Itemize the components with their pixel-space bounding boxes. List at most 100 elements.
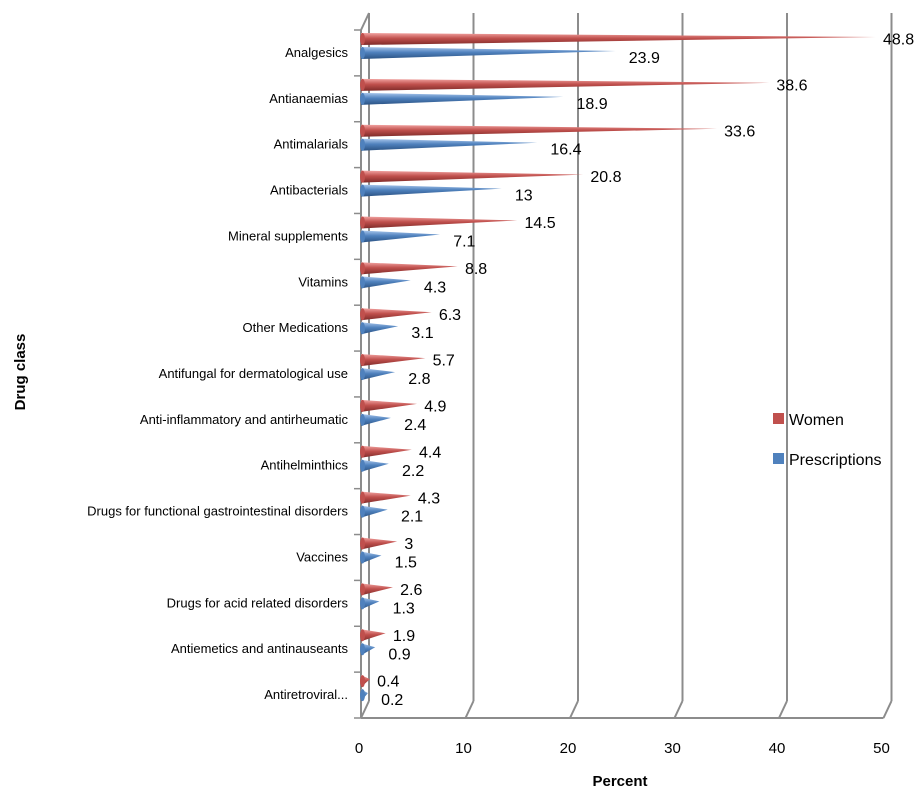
data-label-prescriptions: 2.2 — [402, 463, 424, 480]
data-label-prescriptions: 1.5 — [395, 555, 417, 572]
bar-prescriptions — [361, 47, 616, 59]
bar-prescriptions — [361, 459, 389, 472]
bar-prescriptions — [361, 322, 399, 335]
bar-base — [360, 537, 365, 550]
data-label-prescriptions: 4.3 — [424, 279, 446, 296]
bar-women — [361, 537, 398, 550]
category-label: Drugs for functional gastrointestinal di… — [87, 504, 348, 519]
bar-base — [360, 505, 365, 518]
data-label-women: 1.9 — [393, 628, 415, 645]
data-label-prescriptions: 2.4 — [404, 417, 426, 434]
bar-base — [360, 643, 365, 656]
bar-prescriptions — [361, 413, 391, 426]
data-label-prescriptions: 1.3 — [393, 600, 415, 617]
bar-base — [360, 368, 365, 381]
data-label-women: 38.6 — [776, 77, 807, 94]
x-tick-label: 20 — [560, 740, 577, 757]
x-tick-label: 0 — [355, 740, 363, 757]
category-label: Antimalarials — [274, 137, 349, 152]
legend-swatch-women — [773, 413, 784, 424]
x-tick-label: 40 — [769, 740, 786, 757]
data-label-prescriptions: 23.9 — [629, 50, 660, 67]
bar-base — [360, 216, 365, 229]
bar-base — [360, 138, 365, 151]
bar-base — [360, 124, 365, 137]
data-label-women: 14.5 — [525, 215, 556, 232]
bar-base — [360, 399, 365, 412]
wall-top-edge — [360, 12, 370, 31]
category-label: Vaccines — [296, 549, 348, 564]
bar-prescriptions — [361, 505, 388, 518]
bar-women — [361, 583, 393, 596]
bar-base — [360, 92, 365, 105]
data-label-women: 4.9 — [424, 399, 446, 416]
bar-prescriptions — [361, 276, 411, 289]
category-labels: Analgesics Antianaemias Antimalarials Antib… — [87, 45, 348, 702]
bar-women — [361, 308, 432, 321]
bar-base — [360, 276, 365, 289]
x-tick-label: 10 — [455, 740, 472, 757]
bar-prescriptions — [361, 138, 538, 151]
bar-base — [360, 262, 365, 275]
data-label-women: 5.7 — [433, 353, 455, 370]
category-label: Vitamins — [298, 274, 348, 289]
data-label-prescriptions: 18.9 — [577, 96, 608, 113]
bar-prescriptions — [361, 92, 564, 105]
bar-prescriptions — [361, 184, 502, 197]
bar-prescriptions — [361, 230, 440, 243]
data-label-prescriptions: 0.9 — [388, 646, 410, 663]
bar-women — [361, 445, 412, 458]
bar-women — [361, 170, 584, 183]
gridline-floor — [882, 700, 893, 719]
category-label: Other Medications — [243, 320, 349, 335]
data-label-women: 6.3 — [439, 307, 461, 324]
bar-base — [360, 230, 365, 243]
gridline-floor — [569, 700, 579, 719]
data-label-women: 4.4 — [419, 444, 441, 461]
data-label-women: 33.6 — [724, 123, 755, 140]
category-label: Antianaemias — [269, 91, 348, 106]
bar-women — [361, 33, 876, 45]
bar-base — [360, 689, 365, 702]
data-label-prescriptions: 2.8 — [408, 371, 430, 388]
gridline-floor — [464, 700, 475, 719]
data-label-women: 0.4 — [377, 674, 399, 691]
bar-base — [360, 322, 365, 335]
data-label-women: 48.8 — [883, 32, 914, 49]
data-label-prescriptions: 13 — [515, 188, 533, 205]
y-axis-title: Drug class — [12, 334, 29, 411]
category-label: Mineral supplements — [228, 228, 348, 243]
category-label: Antiretroviral... — [264, 687, 348, 702]
legend: Women Prescriptions — [773, 412, 881, 469]
gridline-floor — [360, 700, 370, 719]
data-labels: 48.8 23.9 38.6 18.9 33.6 16.4 20.8 13 14.5 7.1 8.8… — [377, 32, 914, 710]
category-label: Antibacterials — [270, 183, 349, 198]
bar-women — [361, 629, 386, 642]
legend-label-prescriptions: Prescriptions — [789, 452, 881, 469]
data-label-prescriptions: 3.1 — [411, 325, 433, 342]
bar-base — [360, 184, 365, 197]
gridline-floor — [673, 700, 684, 719]
data-label-women: 2.6 — [400, 582, 422, 599]
bar-base — [360, 491, 365, 504]
bar-base — [360, 597, 365, 610]
bar-base — [360, 33, 365, 45]
x-axis-title: Percent — [592, 773, 647, 789]
data-label-prescriptions: 7.1 — [453, 233, 475, 250]
bar-prescriptions — [361, 368, 396, 381]
category-label: Antifungal for dermatological use — [159, 366, 348, 381]
bar-base — [360, 445, 365, 458]
bar-base — [360, 170, 365, 183]
bar-base — [360, 413, 365, 426]
data-label-women: 3 — [404, 536, 413, 553]
category-label: Antiemetics and antinauseants — [171, 641, 349, 656]
category-label: Drugs for acid related disorders — [167, 595, 349, 610]
bar-base — [360, 551, 365, 564]
bar-women — [361, 216, 518, 229]
x-tick-label: 30 — [664, 740, 681, 757]
category-label: Antihelminthics — [261, 458, 349, 473]
bar-women — [361, 399, 418, 412]
bar-base — [360, 47, 365, 59]
data-label-prescriptions: 0.2 — [381, 692, 403, 709]
category-label: Analgesics — [285, 45, 348, 60]
